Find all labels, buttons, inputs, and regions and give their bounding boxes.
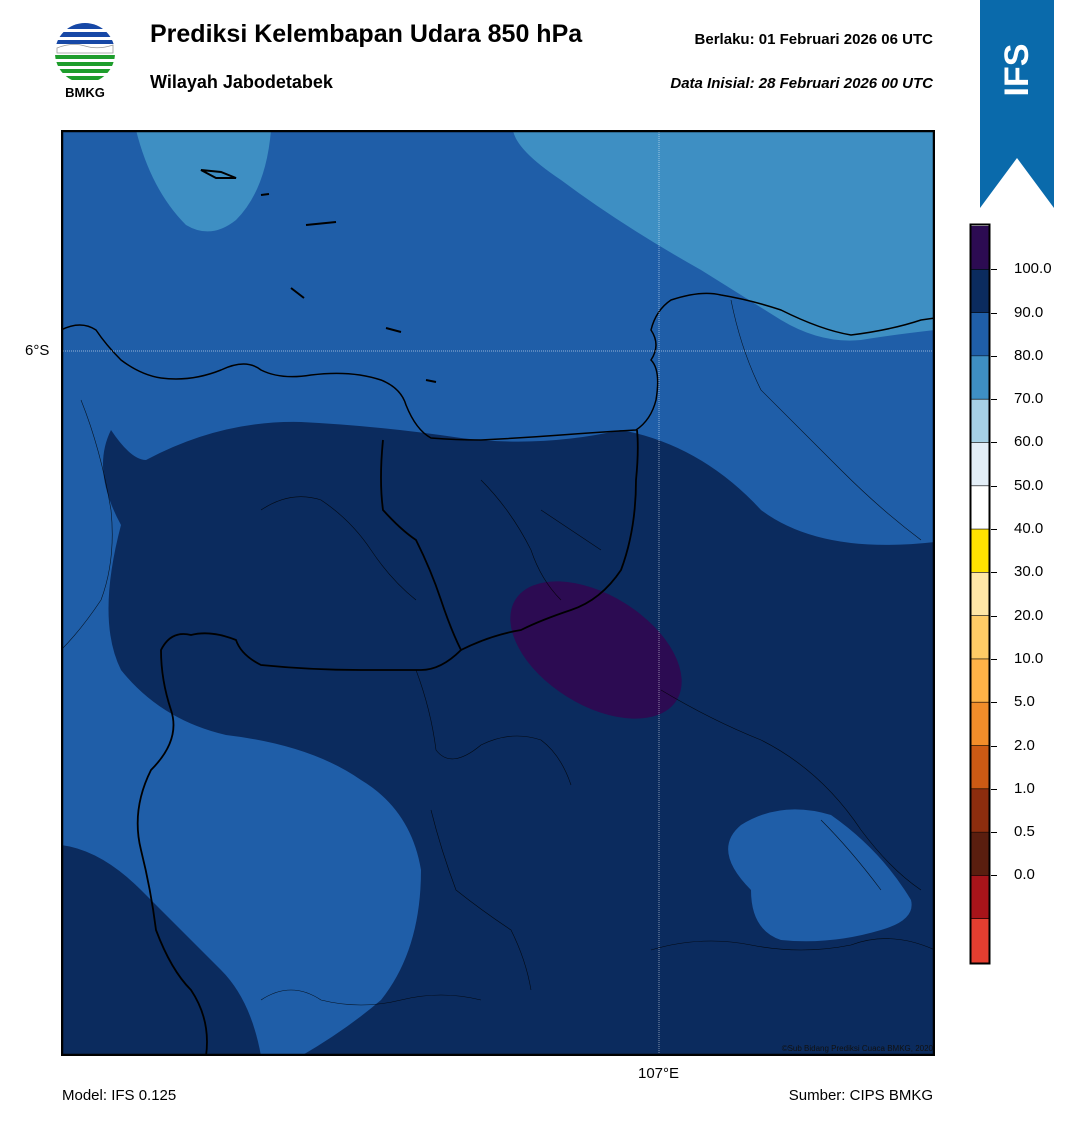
page-title: Prediksi Kelembapan Udara 850 hPa bbox=[150, 20, 583, 48]
colorbar-segment bbox=[971, 529, 989, 573]
colorbar-tick-label: 70.0 bbox=[1014, 390, 1044, 408]
colorbar-tick bbox=[991, 269, 997, 271]
band-90-100-southwest bbox=[61, 845, 261, 1056]
band-80-90-southeast bbox=[728, 809, 912, 942]
colorbar-tick bbox=[991, 615, 997, 617]
coastline bbox=[61, 292, 935, 441]
colorbar-tick-label: 80.0 bbox=[1014, 346, 1044, 364]
colorbar-segment bbox=[971, 615, 989, 660]
province-border bbox=[460, 429, 639, 651]
colorbar-tick-label: 50.0 bbox=[1014, 476, 1044, 494]
colorbar-segment bbox=[971, 702, 989, 747]
colorbar-segment bbox=[971, 226, 989, 270]
colorbar-segment bbox=[971, 572, 989, 617]
colorbar-tick-label: 1.0 bbox=[1014, 779, 1035, 797]
island bbox=[200, 169, 237, 179]
colorbar-tick-label: 5.0 bbox=[1014, 693, 1035, 711]
lat-label: 6°S bbox=[25, 342, 50, 359]
island bbox=[305, 221, 337, 226]
colorbar-tick-label: 30.0 bbox=[1014, 563, 1044, 581]
colorbar-tick-label: 20.0 bbox=[1014, 606, 1044, 624]
source-label: Sumber: CIPS BMKG bbox=[788, 1087, 933, 1104]
bmkg-logo-icon bbox=[55, 23, 115, 83]
colorbar-tick-label: 40.0 bbox=[1014, 520, 1044, 538]
colorbar-tick bbox=[991, 875, 997, 877]
lon-label: 107°E bbox=[638, 1065, 680, 1082]
colorbar-tick bbox=[991, 832, 997, 834]
colorbar-segment bbox=[971, 269, 989, 314]
colorbar-segment bbox=[971, 355, 989, 400]
colorbar-tick-label: 60.0 bbox=[1014, 433, 1044, 451]
page-subtitle: Wilayah Jabodetabek bbox=[150, 72, 333, 92]
colorbar-segment bbox=[971, 442, 989, 487]
island bbox=[425, 379, 437, 383]
svg-text:IFS: IFS bbox=[998, 44, 1036, 97]
ribbon-label: IFS bbox=[998, 44, 1036, 97]
colorbar-segment bbox=[971, 788, 989, 833]
humidity-map bbox=[61, 130, 935, 1056]
island bbox=[290, 287, 305, 299]
colorbar-tick-label: 10.0 bbox=[1014, 649, 1044, 667]
colorbar-tick-label: 0.5 bbox=[1014, 823, 1035, 841]
logo-text: BMKG bbox=[65, 85, 105, 100]
colorbar-tick bbox=[991, 745, 997, 747]
colorbar-tick bbox=[991, 442, 997, 444]
band-90-100 bbox=[103, 421, 935, 1056]
ifs-ribbon-icon bbox=[980, 0, 1054, 208]
colorbar-segment bbox=[971, 832, 989, 876]
colorbar-tick bbox=[991, 355, 997, 357]
colorbar-segment bbox=[971, 399, 989, 443]
colorbar-tick-label: 100.0 bbox=[1014, 260, 1052, 278]
colorbar-tick-label: 2.0 bbox=[1014, 736, 1035, 754]
colorbar-tick-label: 0.0 bbox=[1014, 866, 1035, 884]
colorbar-tick bbox=[991, 572, 997, 574]
copyright: ©Sub Bidang Prediksi Cuaca BMKG, 2020 bbox=[781, 1044, 933, 1053]
valid-time: Berlaku: 01 Februari 2026 06 UTC bbox=[694, 31, 933, 48]
init-time: Data Inisial: 28 Februari 2026 00 UTC bbox=[670, 75, 933, 92]
colorbar-tick bbox=[991, 702, 997, 704]
colorbar-tick bbox=[991, 399, 997, 401]
colorbar-tick bbox=[991, 485, 997, 487]
colorbar-tick bbox=[991, 658, 997, 660]
colorbar-segment bbox=[971, 745, 989, 790]
colorbar-segment bbox=[971, 918, 989, 963]
colorbar-segment bbox=[971, 312, 989, 357]
island bbox=[260, 193, 270, 196]
colorbar bbox=[969, 223, 991, 965]
colorbar-tick bbox=[991, 312, 997, 314]
colorbar-segment bbox=[971, 485, 989, 530]
colorbar-tick-label: 90.0 bbox=[1014, 303, 1044, 321]
province-border bbox=[136, 439, 463, 1056]
island bbox=[385, 327, 402, 333]
model-label: Model: IFS 0.125 bbox=[62, 1087, 177, 1104]
colorbar-tick bbox=[991, 788, 997, 790]
band-70-80-northeast bbox=[513, 130, 935, 341]
band-70-80-northwest bbox=[136, 130, 271, 232]
colorbar-segment bbox=[971, 658, 989, 703]
colorbar-segment bbox=[971, 875, 989, 920]
colorbar-tick bbox=[991, 529, 997, 531]
